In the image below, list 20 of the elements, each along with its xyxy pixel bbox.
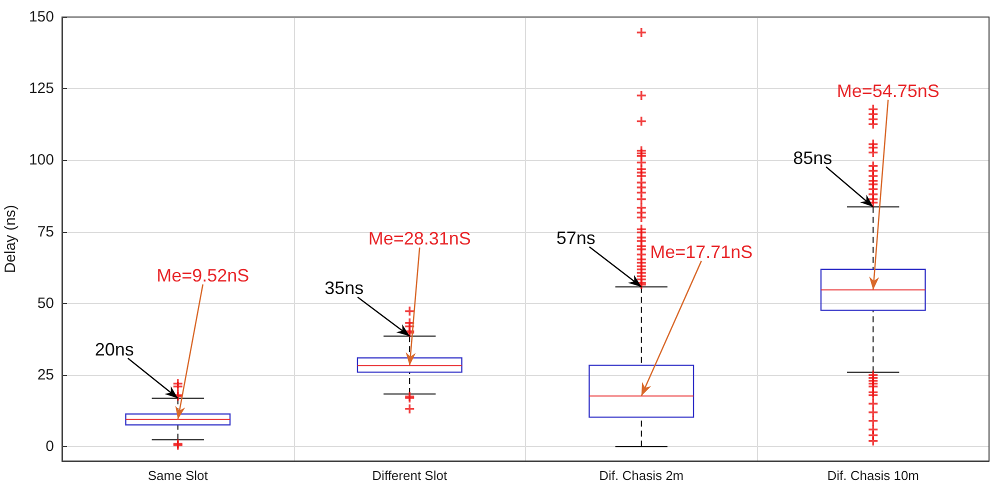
y-tick-label: 25	[37, 366, 54, 384]
y-axis-title: Delay (ns)	[2, 204, 20, 274]
y-tick-label: 50	[37, 294, 54, 312]
annotation: Me=28.31nS	[368, 228, 471, 249]
x-tick-label: Same Slot	[148, 468, 208, 483]
x-tick-label: Dif. Chasis 10m	[827, 468, 919, 483]
y-tick-label: 0	[46, 438, 54, 456]
x-tick-label: Dif. Chasis 2m	[599, 468, 684, 483]
annotation: 20ns	[94, 339, 134, 360]
x-tick-label: Different Slot	[372, 468, 448, 483]
y-tick-label: 75	[37, 223, 54, 240]
annotation: Me=17.71nS	[650, 242, 753, 262]
annotation: 35ns	[324, 278, 364, 298]
annotation: Me=54.75nS	[836, 80, 940, 101]
y-tick-label: 150	[28, 8, 54, 26]
annotation: 85ns	[793, 148, 832, 168]
annotation: Me=9.52nS	[156, 265, 250, 286]
y-tick-label: 100	[28, 152, 54, 169]
y-tick-label: 125	[28, 80, 54, 98]
annotation: 57ns	[556, 228, 596, 248]
